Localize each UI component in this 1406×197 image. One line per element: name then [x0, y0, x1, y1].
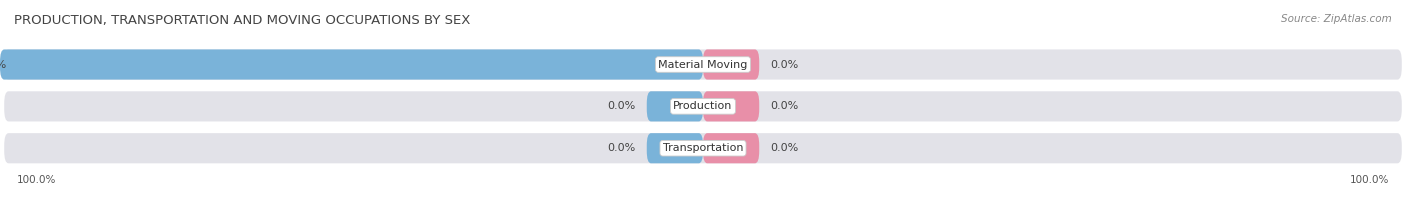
Text: 0.0%: 0.0% — [607, 101, 636, 111]
Text: 0.0%: 0.0% — [770, 101, 799, 111]
FancyBboxPatch shape — [703, 49, 759, 80]
Text: 100.0%: 100.0% — [1350, 175, 1389, 185]
FancyBboxPatch shape — [703, 133, 759, 163]
FancyBboxPatch shape — [4, 133, 1402, 163]
Text: PRODUCTION, TRANSPORTATION AND MOVING OCCUPATIONS BY SEX: PRODUCTION, TRANSPORTATION AND MOVING OC… — [14, 14, 471, 27]
FancyBboxPatch shape — [647, 133, 703, 163]
Text: Transportation: Transportation — [662, 143, 744, 153]
FancyBboxPatch shape — [4, 49, 1402, 80]
Text: Material Moving: Material Moving — [658, 59, 748, 70]
Text: 0.0%: 0.0% — [770, 59, 799, 70]
FancyBboxPatch shape — [4, 91, 1402, 121]
Text: 100.0%: 100.0% — [0, 59, 7, 70]
FancyBboxPatch shape — [647, 91, 703, 121]
Text: 0.0%: 0.0% — [770, 143, 799, 153]
Text: 0.0%: 0.0% — [607, 143, 636, 153]
Text: 100.0%: 100.0% — [17, 175, 56, 185]
FancyBboxPatch shape — [703, 91, 759, 121]
Text: Source: ZipAtlas.com: Source: ZipAtlas.com — [1281, 14, 1392, 24]
FancyBboxPatch shape — [0, 49, 703, 80]
Text: Production: Production — [673, 101, 733, 111]
